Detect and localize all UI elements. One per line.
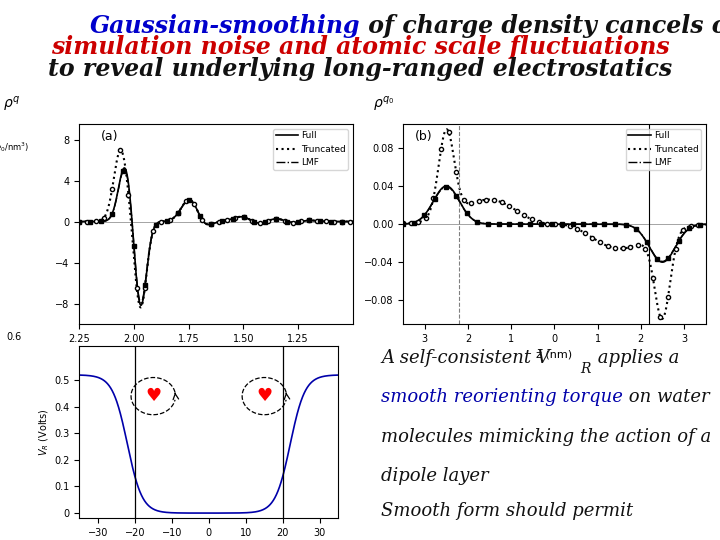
Full: [521, 221, 530, 227]
Line: LMF: LMF: [403, 187, 706, 261]
LMF: [399, 221, 408, 227]
LMF: [294, 219, 302, 225]
Line: Full: Full: [79, 168, 353, 305]
Truncated: [443, 126, 451, 132]
LMF: [348, 218, 357, 225]
Truncated: [75, 218, 84, 225]
Text: dipole layer: dipole layer: [382, 467, 489, 485]
LMF: [607, 221, 616, 227]
Full: [658, 259, 667, 265]
Text: $(e_0/\mathrm{nm}^3)$: $(e_0/\mathrm{nm}^3)$: [0, 140, 29, 154]
LMF: [120, 166, 129, 173]
Truncated: [186, 197, 194, 203]
Text: R: R: [580, 362, 590, 376]
Truncated: [196, 213, 204, 220]
Full: [196, 213, 204, 220]
LMF: [635, 228, 644, 235]
LMF: [442, 184, 451, 190]
Text: (b): (b): [415, 130, 433, 143]
Truncated: [264, 218, 272, 224]
Legend: Full, Truncated, LMF: Full, Truncated, LMF: [273, 129, 348, 170]
Text: $\rho^{q_0}$: $\rho^{q_0}$: [373, 95, 395, 114]
Text: simulation noise and atomic scale fluctuations: simulation noise and atomic scale fluctu…: [50, 35, 670, 59]
Full: [442, 183, 451, 190]
Full: [103, 217, 112, 224]
Truncated: [294, 219, 302, 225]
Text: of charge density cancels out: of charge density cancels out: [360, 14, 720, 37]
LMF: [701, 221, 710, 227]
Full: [289, 219, 297, 226]
Full: [640, 236, 649, 242]
Text: $\rho^q$: $\rho^q$: [3, 95, 20, 114]
Text: molecules mimicking the action of a: molecules mimicking the action of a: [382, 428, 711, 445]
Full: [137, 302, 145, 308]
Y-axis label: $V_R$ (Volts): $V_R$ (Volts): [37, 408, 51, 456]
Text: to reveal underlying long-ranged electrostatics: to reveal underlying long-ranged electro…: [48, 57, 672, 80]
Truncated: [103, 208, 112, 214]
Truncated: [136, 304, 145, 310]
Truncated: [532, 218, 541, 225]
Truncated: [116, 147, 125, 153]
X-axis label: z (nm): z (nm): [536, 349, 572, 359]
Full: [186, 197, 194, 203]
Full: [430, 197, 438, 203]
LMF: [532, 221, 541, 227]
Legend: Full, Truncated, LMF: Full, Truncated, LMF: [626, 129, 701, 170]
LMF: [137, 300, 145, 306]
Text: 0.6: 0.6: [6, 332, 22, 342]
Text: applies a: applies a: [592, 349, 680, 367]
LMF: [186, 198, 194, 204]
Line: LMF: LMF: [79, 170, 353, 303]
Line: Truncated: Truncated: [403, 129, 706, 319]
Full: [635, 228, 644, 235]
Truncated: [701, 221, 710, 228]
Full: [348, 218, 357, 225]
Full: [607, 221, 616, 227]
Truncated: [607, 244, 616, 251]
Text: ♥: ♥: [145, 387, 161, 405]
Truncated: [399, 220, 408, 227]
Full: [264, 218, 272, 224]
Line: Full: Full: [403, 186, 706, 262]
Full: [532, 221, 541, 227]
Full: [701, 221, 710, 227]
LMF: [264, 218, 272, 224]
LMF: [196, 213, 204, 220]
Text: on water: on water: [624, 388, 710, 406]
LMF: [103, 217, 112, 224]
Truncated: [348, 218, 357, 225]
Text: smooth reorienting torque: smooth reorienting torque: [382, 388, 624, 406]
Truncated: [635, 241, 644, 248]
Full: [75, 218, 84, 225]
LMF: [521, 221, 530, 227]
LMF: [640, 235, 649, 242]
Text: (a): (a): [101, 130, 119, 143]
Truncated: [657, 316, 666, 322]
Full: [399, 221, 408, 227]
Text: Smooth form should permit: Smooth form should permit: [382, 502, 634, 520]
Truncated: [521, 213, 530, 220]
LMF: [658, 258, 667, 265]
Truncated: [640, 245, 649, 251]
LMF: [75, 218, 84, 225]
Full: [294, 219, 302, 225]
Truncated: [289, 219, 297, 226]
LMF: [289, 219, 297, 226]
Text: ♥: ♥: [256, 387, 272, 405]
Text: Gaussian-smoothing: Gaussian-smoothing: [89, 14, 360, 37]
Full: [120, 165, 129, 171]
Line: Truncated: Truncated: [79, 150, 353, 307]
Text: A self-consistent V: A self-consistent V: [382, 349, 550, 367]
Truncated: [430, 192, 438, 198]
LMF: [430, 197, 438, 204]
